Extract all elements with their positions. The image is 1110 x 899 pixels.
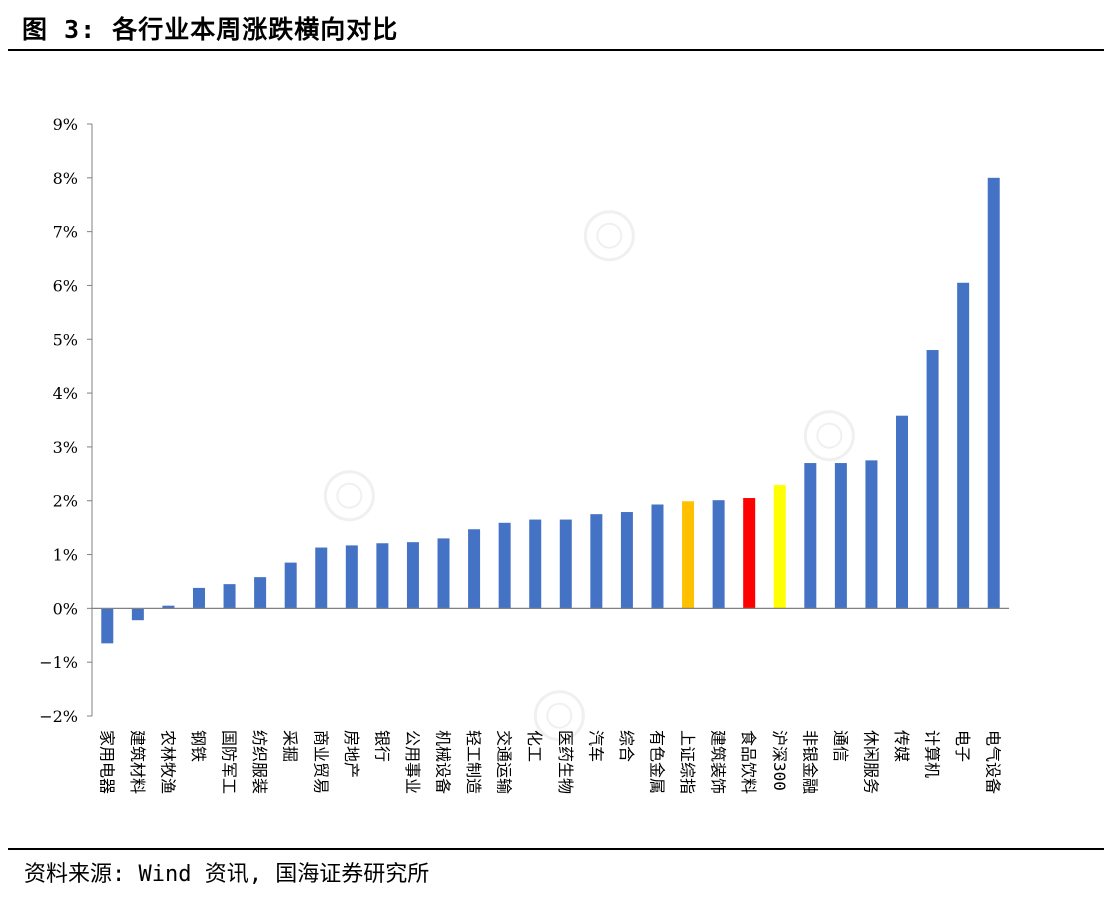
- bar: [712, 500, 725, 609]
- bar: [376, 543, 389, 609]
- watermark-layer: [323, 210, 855, 742]
- x-tick-label: 国防军工: [220, 730, 239, 794]
- bar: [498, 522, 511, 609]
- x-tick-label: 休闲服务: [861, 730, 880, 794]
- bar: [773, 485, 786, 609]
- y-tick-label: 8%: [53, 169, 78, 188]
- bar: [223, 584, 236, 609]
- y-tick-label: 3%: [53, 438, 78, 457]
- bar: [101, 608, 114, 644]
- bar: [406, 542, 419, 609]
- bars: [101, 177, 1000, 644]
- x-tick-label: 电子: [953, 730, 972, 762]
- y-tick-label: 1%: [53, 546, 78, 565]
- y-tick-label: 0%: [53, 599, 78, 618]
- bar: [315, 547, 328, 609]
- x-tick-label: 食品饮料: [739, 730, 758, 794]
- x-tick-label: 机械设备: [434, 730, 453, 794]
- x-tick-label: 建筑材料: [128, 730, 147, 794]
- x-tick-label: 汽车: [586, 730, 605, 762]
- bar: [590, 514, 603, 609]
- bar: [468, 529, 481, 609]
- bar: [651, 504, 664, 609]
- x-tick-label: 轻工制造: [464, 730, 483, 794]
- x-tick-label: 综合: [617, 730, 636, 762]
- x-tick-label: 建筑装饰: [709, 730, 728, 794]
- x-tick-label: 通信: [831, 730, 850, 762]
- y-tick-label: 9%: [53, 115, 78, 134]
- y-tick-label: 2%: [53, 492, 78, 511]
- bar: [345, 545, 358, 609]
- bar: [620, 512, 633, 609]
- figure-title: 图 3: 各行业本周涨跌横向对比: [22, 15, 399, 44]
- bar: [529, 519, 542, 609]
- y-tick-label: −1%: [39, 653, 78, 672]
- x-tick-label: 沪深300: [770, 730, 789, 791]
- x-tick-label: 上证综指: [678, 730, 697, 794]
- bar: [192, 587, 205, 609]
- top-rule: [8, 49, 1104, 51]
- x-tick-label: 传媒: [892, 730, 911, 762]
- x-tick-label: 银行: [372, 730, 391, 762]
- bar: [559, 519, 572, 609]
- source-note: 资料来源: Wind 资讯, 国海证券研究所: [24, 862, 430, 887]
- x-tick-label: 钢铁: [189, 730, 208, 762]
- y-tick-label: 6%: [53, 276, 78, 295]
- bar: [957, 282, 970, 609]
- bar: [865, 460, 878, 609]
- bar: [254, 577, 267, 609]
- watermark: [583, 210, 635, 262]
- bar: [804, 463, 817, 609]
- bar: [284, 562, 297, 609]
- x-tick-labels: 家用电器 建筑材料 农林牧渔 钢铁 国防军工 纺织服装 采掘 商业贸易 房地产 银行 公用事业 机械设…: [97, 730, 1002, 794]
- x-tick-label: 公用事业: [403, 730, 422, 794]
- x-tick-label: 纺织服装: [250, 730, 269, 794]
- x-tick-label: 家用电器: [97, 730, 116, 794]
- x-tick-label: 医药生物: [556, 730, 575, 794]
- x-tick-label: 房地产: [342, 730, 361, 778]
- bar: [162, 605, 175, 609]
- x-tick-label: 商业贸易: [311, 730, 330, 794]
- y-tick-label: 7%: [53, 223, 78, 242]
- x-tick-label: 非银金融: [800, 730, 819, 794]
- y-tick-label: 5%: [53, 330, 78, 349]
- bar: [131, 608, 144, 621]
- watermark: [533, 690, 585, 742]
- x-tick-label: 农林牧渔: [158, 730, 177, 794]
- bar: [834, 463, 847, 609]
- watermark: [323, 470, 375, 522]
- bar: [682, 501, 695, 609]
- bar: [437, 538, 450, 609]
- bar: [926, 350, 939, 609]
- x-tick-label: 采掘: [281, 730, 300, 762]
- y-tick-label: −2%: [39, 707, 78, 726]
- y-axis: −2% −1% 0% 1% 2% 3% 4% 5% 6% 7% 8% 9%: [39, 115, 93, 726]
- x-tick-label: 有色金属: [647, 730, 666, 794]
- watermark: [803, 410, 855, 462]
- x-tick-label: 电气设备: [984, 730, 1003, 794]
- y-tick-label: 4%: [53, 384, 78, 403]
- x-tick-label: 交通运输: [495, 730, 514, 794]
- x-tick-label: 计算机: [923, 730, 942, 778]
- bottom-rule: [8, 848, 1104, 850]
- bar: [987, 177, 1000, 609]
- x-tick-label: 化工: [525, 730, 544, 762]
- bar: [896, 415, 909, 609]
- bar: [743, 498, 756, 609]
